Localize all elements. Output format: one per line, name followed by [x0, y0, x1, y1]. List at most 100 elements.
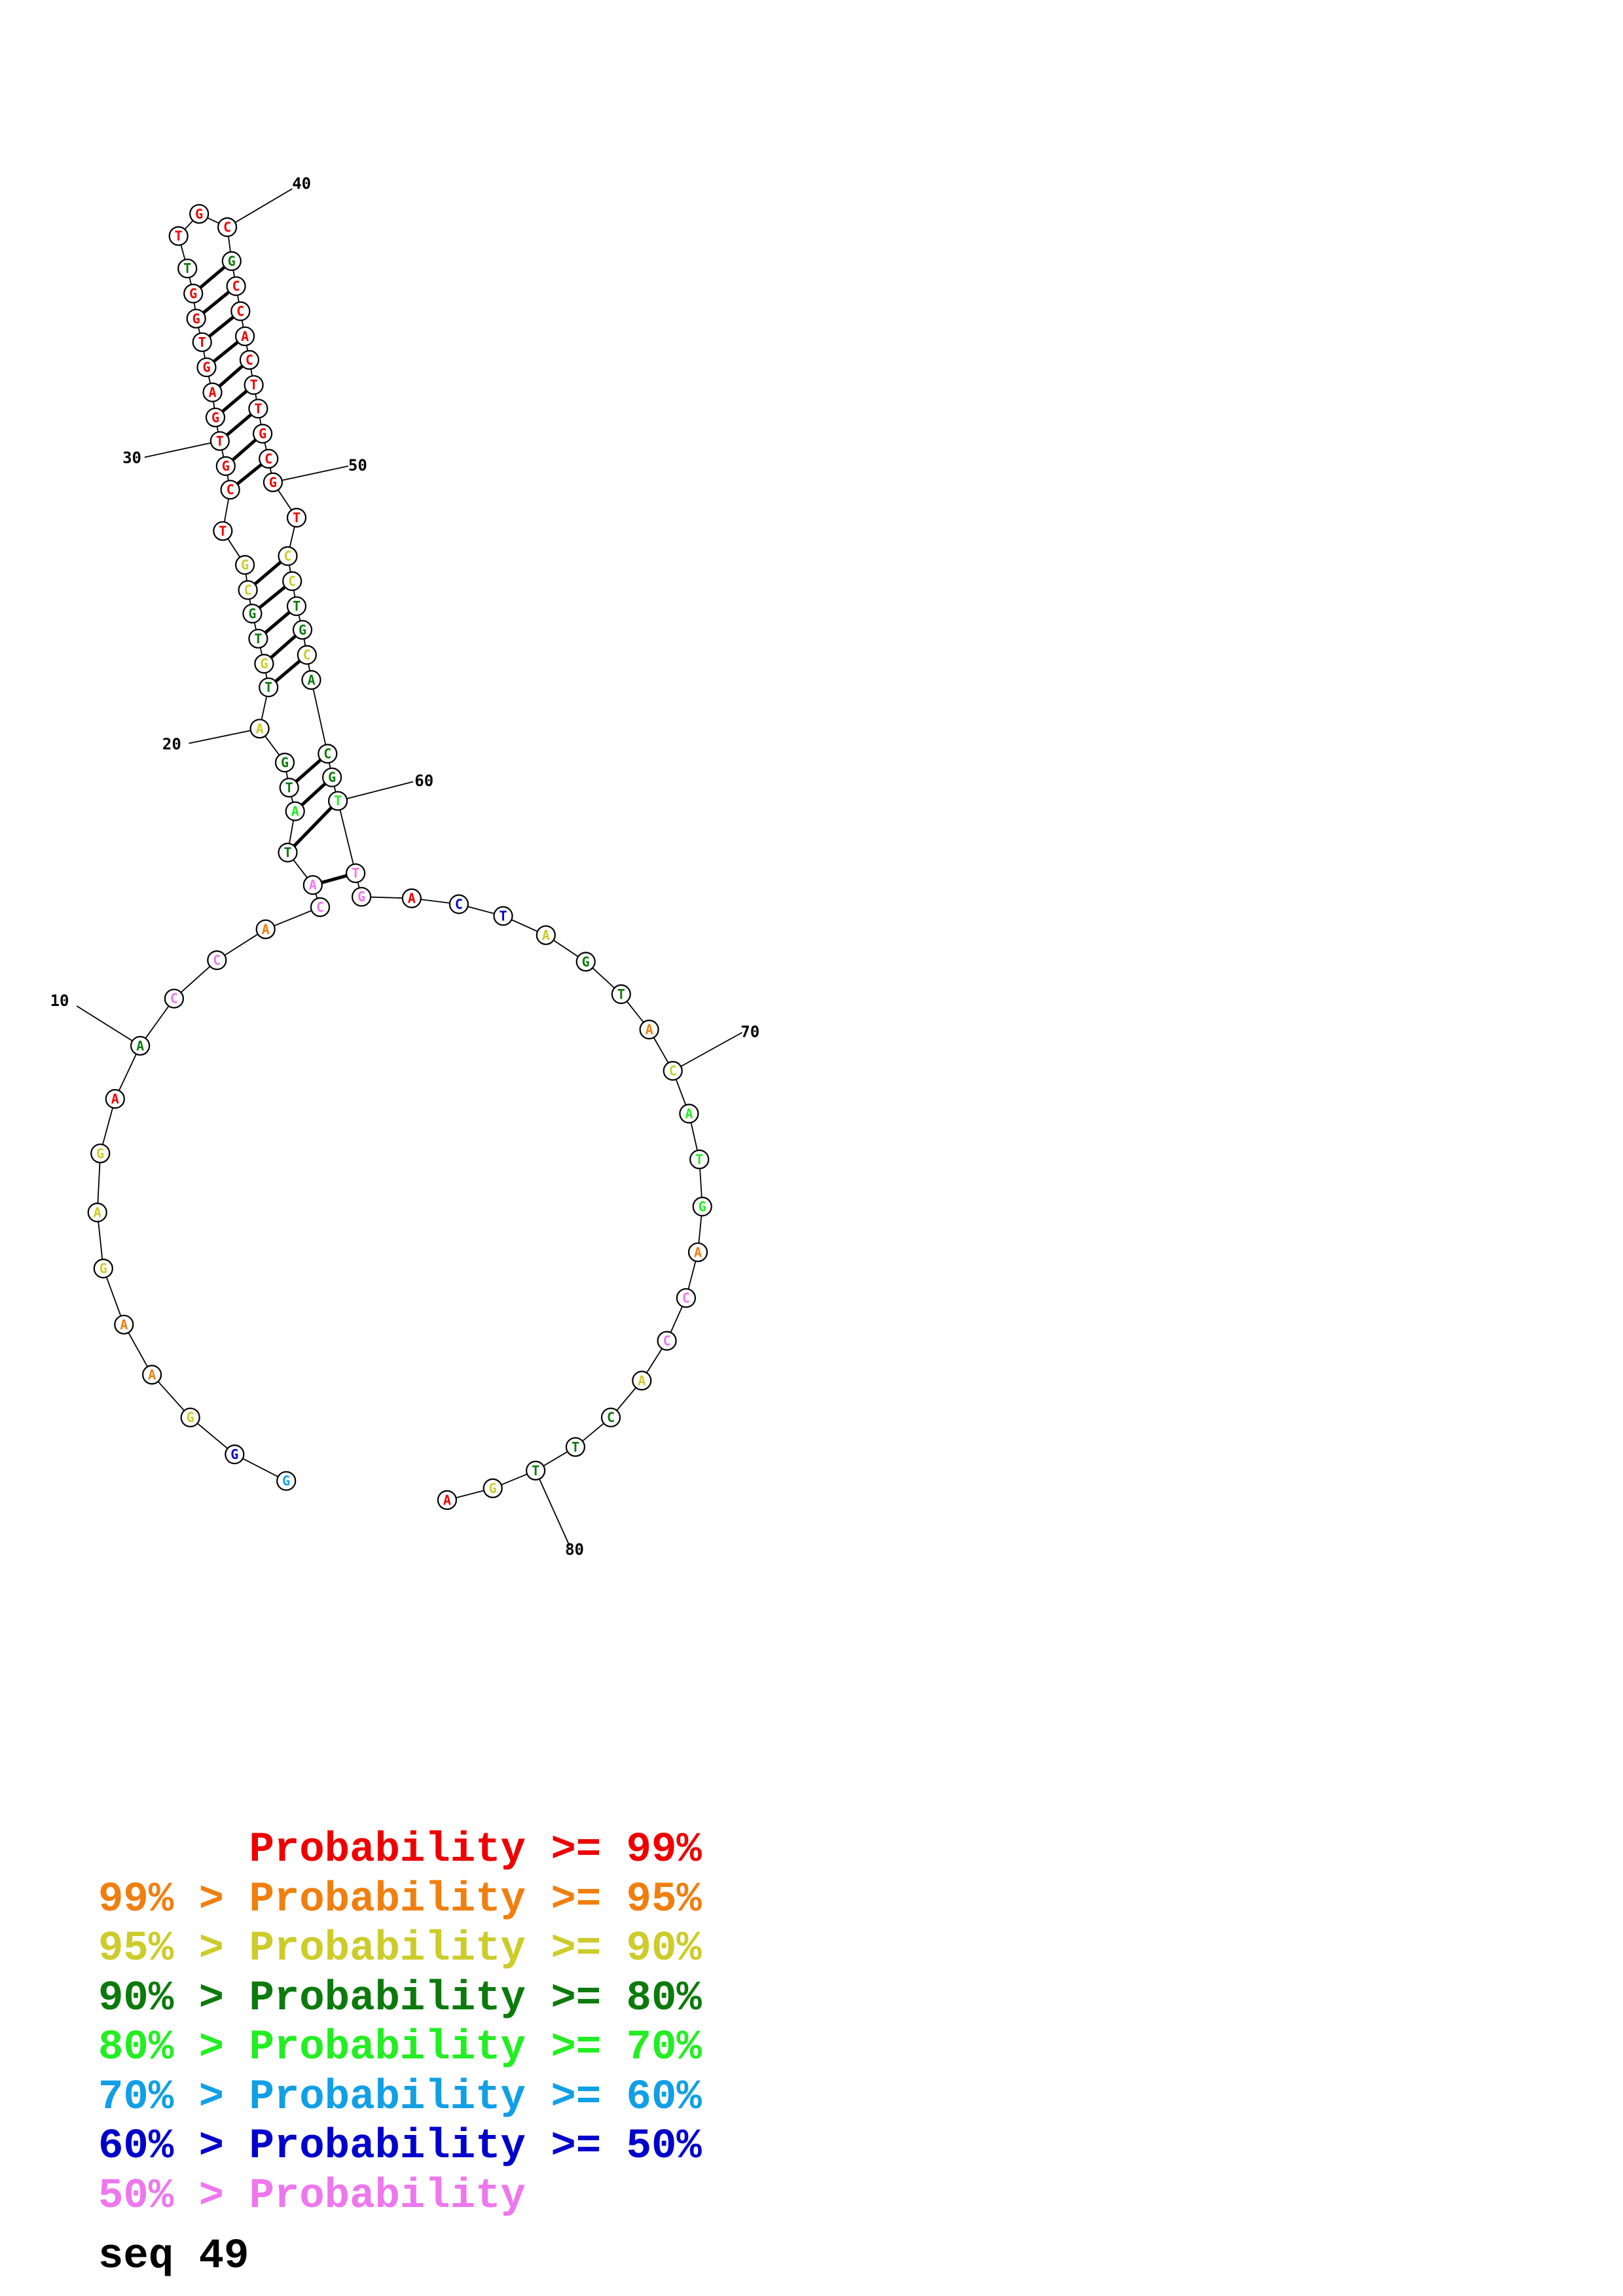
nucleotide: G: [322, 767, 342, 787]
nucleotide: G: [692, 1196, 712, 1217]
backbone-segment: [102, 1268, 125, 1325]
nucleotide-circle: [259, 448, 279, 469]
nucleotide-circle: [248, 628, 268, 649]
legend-label: Probability: [249, 1975, 526, 2022]
nucleotide: G: [254, 653, 274, 674]
nucleotide: G: [186, 308, 206, 329]
nucleotide-circle: [639, 1019, 659, 1040]
nucleotide-base: T: [264, 679, 272, 695]
nucleotide: T: [248, 628, 268, 649]
nucleotide-circle: [164, 988, 184, 1009]
nucleotide-base: C: [607, 1410, 615, 1426]
nucleotide-base: A: [136, 1038, 144, 1054]
nucleotide-base: T: [250, 377, 258, 393]
nucleotide-circle: [483, 1478, 503, 1498]
nucleotide: G: [215, 456, 236, 476]
nucleotide-base: G: [189, 286, 197, 302]
base-pair-bond: [286, 799, 339, 854]
nucleotide-circle: [189, 204, 210, 224]
nucleotide-circle: [657, 1331, 677, 1351]
nucleotide: G: [292, 620, 313, 640]
nucleotide-base: G: [582, 954, 590, 969]
legend-row: 99% > Probability >= 95%: [98, 1876, 702, 1926]
nucleotide-circle: [177, 259, 198, 279]
nucleotide: T: [210, 431, 230, 451]
nucleotide-base: T: [293, 598, 301, 614]
nucleotide-base: G: [299, 622, 306, 637]
nucleotide-circle: [196, 357, 217, 378]
nucleotide: T: [259, 677, 279, 698]
nucleotide-circle: [276, 1471, 297, 1491]
nucleotide-base: T: [254, 631, 262, 647]
nucleotide-base: A: [94, 1205, 101, 1221]
nucleotide: T: [611, 984, 631, 1005]
nucleotide: G: [225, 1444, 245, 1465]
nucleotide: C: [448, 894, 469, 914]
nucleotide-circle: [220, 480, 240, 500]
nucleotide: T: [689, 1149, 710, 1170]
legend-suffix: >= 60%: [525, 2073, 702, 2121]
nucleotide: G: [263, 472, 283, 493]
nucleotide: C: [657, 1331, 677, 1351]
nucleotide-base: T: [572, 1439, 579, 1455]
sequence-name: seq 49: [98, 2233, 249, 2280]
nucleotide: C: [259, 448, 279, 469]
nucleotide-base: T: [499, 908, 507, 924]
legend-row: 90% > Probability >= 80%: [98, 1975, 702, 2024]
nucleotide-circle: [259, 677, 279, 698]
nucleotide-base: G: [100, 1261, 107, 1276]
nucleotide: A: [114, 1314, 134, 1335]
nucleotide-base: T: [617, 986, 625, 1002]
legend-suffix: >= 80%: [525, 1975, 702, 2022]
legend-label: Probability: [249, 1926, 526, 1973]
nucleotide-circle: [192, 332, 212, 352]
nucleotide-base: A: [241, 329, 249, 344]
legend-prefix: 80% >: [98, 2024, 249, 2072]
position-label: 50: [348, 456, 367, 475]
nucleotide-base: A: [309, 877, 317, 893]
nucleotide-base: C: [264, 451, 272, 467]
nucleotide: C: [663, 1060, 683, 1081]
nucleotide-base: C: [213, 952, 221, 968]
legend-prefix: 95% >: [98, 1926, 249, 1973]
position-label: 30: [122, 449, 141, 467]
nucleotide-base: T: [175, 228, 183, 244]
nucleotide-circle: [525, 1460, 546, 1480]
nucleotide-circle: [239, 350, 259, 370]
position-label: 70: [740, 1022, 759, 1041]
nucleotide: C: [226, 276, 246, 296]
nucleotide: C: [600, 1407, 621, 1427]
nucleotide: C: [239, 350, 259, 370]
nucleotide: G: [253, 423, 273, 444]
nucleotide-base: T: [198, 334, 206, 350]
nucleotide-circle: [302, 875, 323, 895]
nucleotide-base: G: [699, 1199, 706, 1215]
nucleotide-base: G: [195, 206, 203, 222]
legend-suffix: >= 95%: [525, 1876, 702, 1924]
nucleotide: C: [310, 897, 331, 918]
nucleotide-base: C: [303, 647, 311, 663]
nucleotide-circle: [207, 950, 227, 971]
legend-prefix: 90% >: [98, 1975, 249, 2022]
nucleotide-base: C: [455, 897, 463, 912]
nucleotide-circle: [327, 791, 348, 811]
legend-label: Probability: [249, 1876, 526, 1924]
nucleotide-base: G: [96, 1145, 104, 1161]
nucleotide: A: [437, 1490, 458, 1510]
nucleotide: T: [213, 521, 233, 541]
nucleotide-base: A: [408, 891, 416, 906]
nucleotide-base: G: [202, 359, 210, 375]
nucleotide: T: [192, 332, 212, 352]
nucleotide-circle: [205, 407, 226, 427]
legend-suffix: >= 99%: [525, 1827, 702, 1874]
nucleotide-base: A: [120, 1317, 128, 1333]
nucleotide-base: G: [357, 889, 365, 905]
position-label: 60: [414, 772, 433, 790]
nucleotide-base: A: [256, 721, 264, 736]
nucleotide: T: [565, 1437, 586, 1457]
nucleotide-circle: [255, 919, 276, 939]
position-tick: [189, 728, 260, 744]
nucleotide-base: T: [283, 845, 291, 861]
nucleotide: G: [93, 1258, 113, 1279]
nucleotide-base: T: [219, 523, 227, 539]
